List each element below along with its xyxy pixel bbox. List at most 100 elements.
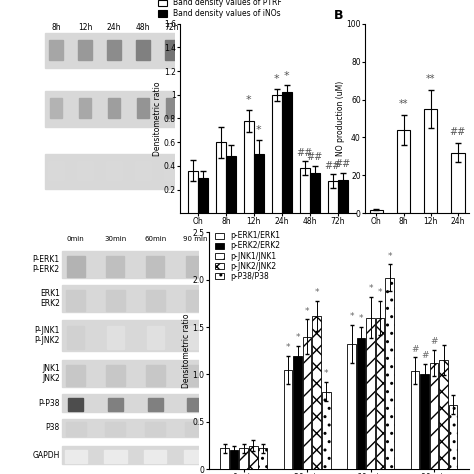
- Bar: [244, 121, 254, 213]
- Text: *: *: [378, 288, 383, 297]
- Bar: [62, 285, 209, 312]
- Bar: [220, 448, 229, 469]
- Bar: [185, 422, 205, 436]
- Text: *: *: [256, 125, 262, 135]
- Bar: [147, 398, 163, 411]
- Text: 0min: 0min: [67, 236, 84, 242]
- Text: 72h: 72h: [165, 23, 179, 32]
- Bar: [430, 363, 438, 469]
- Bar: [226, 156, 236, 213]
- Bar: [77, 161, 93, 181]
- Text: #: #: [411, 345, 419, 354]
- Text: **: **: [426, 74, 436, 84]
- Text: 48h: 48h: [136, 23, 150, 32]
- Bar: [67, 326, 84, 349]
- Y-axis label: Densitometric ratio: Densitometric ratio: [154, 81, 163, 156]
- Text: *: *: [305, 307, 310, 316]
- Text: *: *: [324, 369, 328, 378]
- Text: #: #: [430, 337, 438, 346]
- Bar: [258, 448, 267, 469]
- Bar: [312, 316, 321, 469]
- Bar: [449, 405, 457, 469]
- Text: *: *: [349, 312, 354, 321]
- Bar: [62, 251, 209, 278]
- Text: 8h: 8h: [51, 23, 61, 32]
- Text: ##: ##: [307, 152, 323, 162]
- Text: P-P38: P-P38: [38, 399, 60, 408]
- Bar: [284, 370, 292, 469]
- Text: JNK1
JNK2: JNK1 JNK2: [42, 364, 60, 383]
- Bar: [397, 130, 410, 213]
- Bar: [144, 450, 166, 463]
- Bar: [50, 99, 62, 118]
- Bar: [108, 398, 123, 411]
- Bar: [239, 448, 248, 469]
- Bar: [66, 422, 86, 436]
- Bar: [347, 344, 356, 469]
- Bar: [62, 360, 209, 387]
- Bar: [272, 95, 282, 213]
- Bar: [62, 394, 209, 412]
- Text: **: **: [399, 99, 408, 109]
- Bar: [303, 337, 311, 469]
- Text: P-JNK1
P-JNK2: P-JNK1 P-JNK2: [34, 326, 60, 345]
- Bar: [338, 180, 347, 213]
- Bar: [164, 161, 180, 181]
- Bar: [104, 450, 127, 463]
- Text: 12h: 12h: [78, 23, 92, 32]
- Bar: [188, 171, 198, 213]
- Text: 60min: 60min: [144, 236, 166, 242]
- Text: 30min: 30min: [104, 236, 127, 242]
- Bar: [66, 291, 85, 311]
- Bar: [186, 291, 205, 311]
- Bar: [249, 446, 257, 469]
- Text: *: *: [246, 95, 252, 106]
- Bar: [107, 256, 125, 276]
- Bar: [300, 168, 310, 213]
- Text: 90 min: 90 min: [183, 236, 207, 242]
- Bar: [106, 291, 125, 311]
- Text: *: *: [359, 314, 364, 323]
- Bar: [62, 320, 209, 351]
- Bar: [310, 173, 319, 213]
- Text: 24h: 24h: [107, 23, 121, 32]
- Bar: [46, 33, 182, 68]
- Bar: [107, 40, 121, 60]
- Bar: [184, 450, 206, 463]
- Bar: [293, 356, 302, 469]
- Bar: [185, 365, 205, 385]
- Text: *: *: [368, 284, 373, 293]
- Bar: [165, 40, 179, 60]
- Text: *: *: [284, 71, 290, 81]
- Bar: [216, 142, 226, 213]
- Bar: [146, 422, 165, 436]
- Text: P-ERK1
P-ERK2: P-ERK1 P-ERK2: [33, 255, 60, 274]
- Bar: [424, 109, 438, 213]
- Bar: [146, 256, 164, 276]
- Y-axis label: Densitometric ratio: Densitometric ratio: [182, 313, 191, 388]
- Bar: [68, 398, 83, 411]
- Text: ##: ##: [335, 159, 351, 170]
- Bar: [385, 278, 394, 469]
- Bar: [451, 153, 465, 213]
- Bar: [366, 318, 375, 469]
- Text: ##: ##: [297, 147, 313, 157]
- Text: *: *: [387, 252, 392, 261]
- Bar: [49, 40, 63, 60]
- Bar: [136, 40, 150, 60]
- Bar: [187, 326, 203, 349]
- Bar: [106, 365, 125, 385]
- Text: *: *: [295, 333, 300, 342]
- Bar: [357, 338, 365, 469]
- Bar: [62, 446, 209, 464]
- Text: *: *: [314, 288, 319, 297]
- Text: B: B: [334, 9, 343, 21]
- Text: ##: ##: [325, 161, 341, 171]
- Bar: [46, 91, 182, 127]
- Text: *: *: [286, 343, 291, 352]
- Bar: [66, 365, 85, 385]
- Text: P38: P38: [46, 423, 60, 432]
- Bar: [186, 256, 204, 276]
- Bar: [135, 161, 151, 181]
- Bar: [376, 318, 384, 469]
